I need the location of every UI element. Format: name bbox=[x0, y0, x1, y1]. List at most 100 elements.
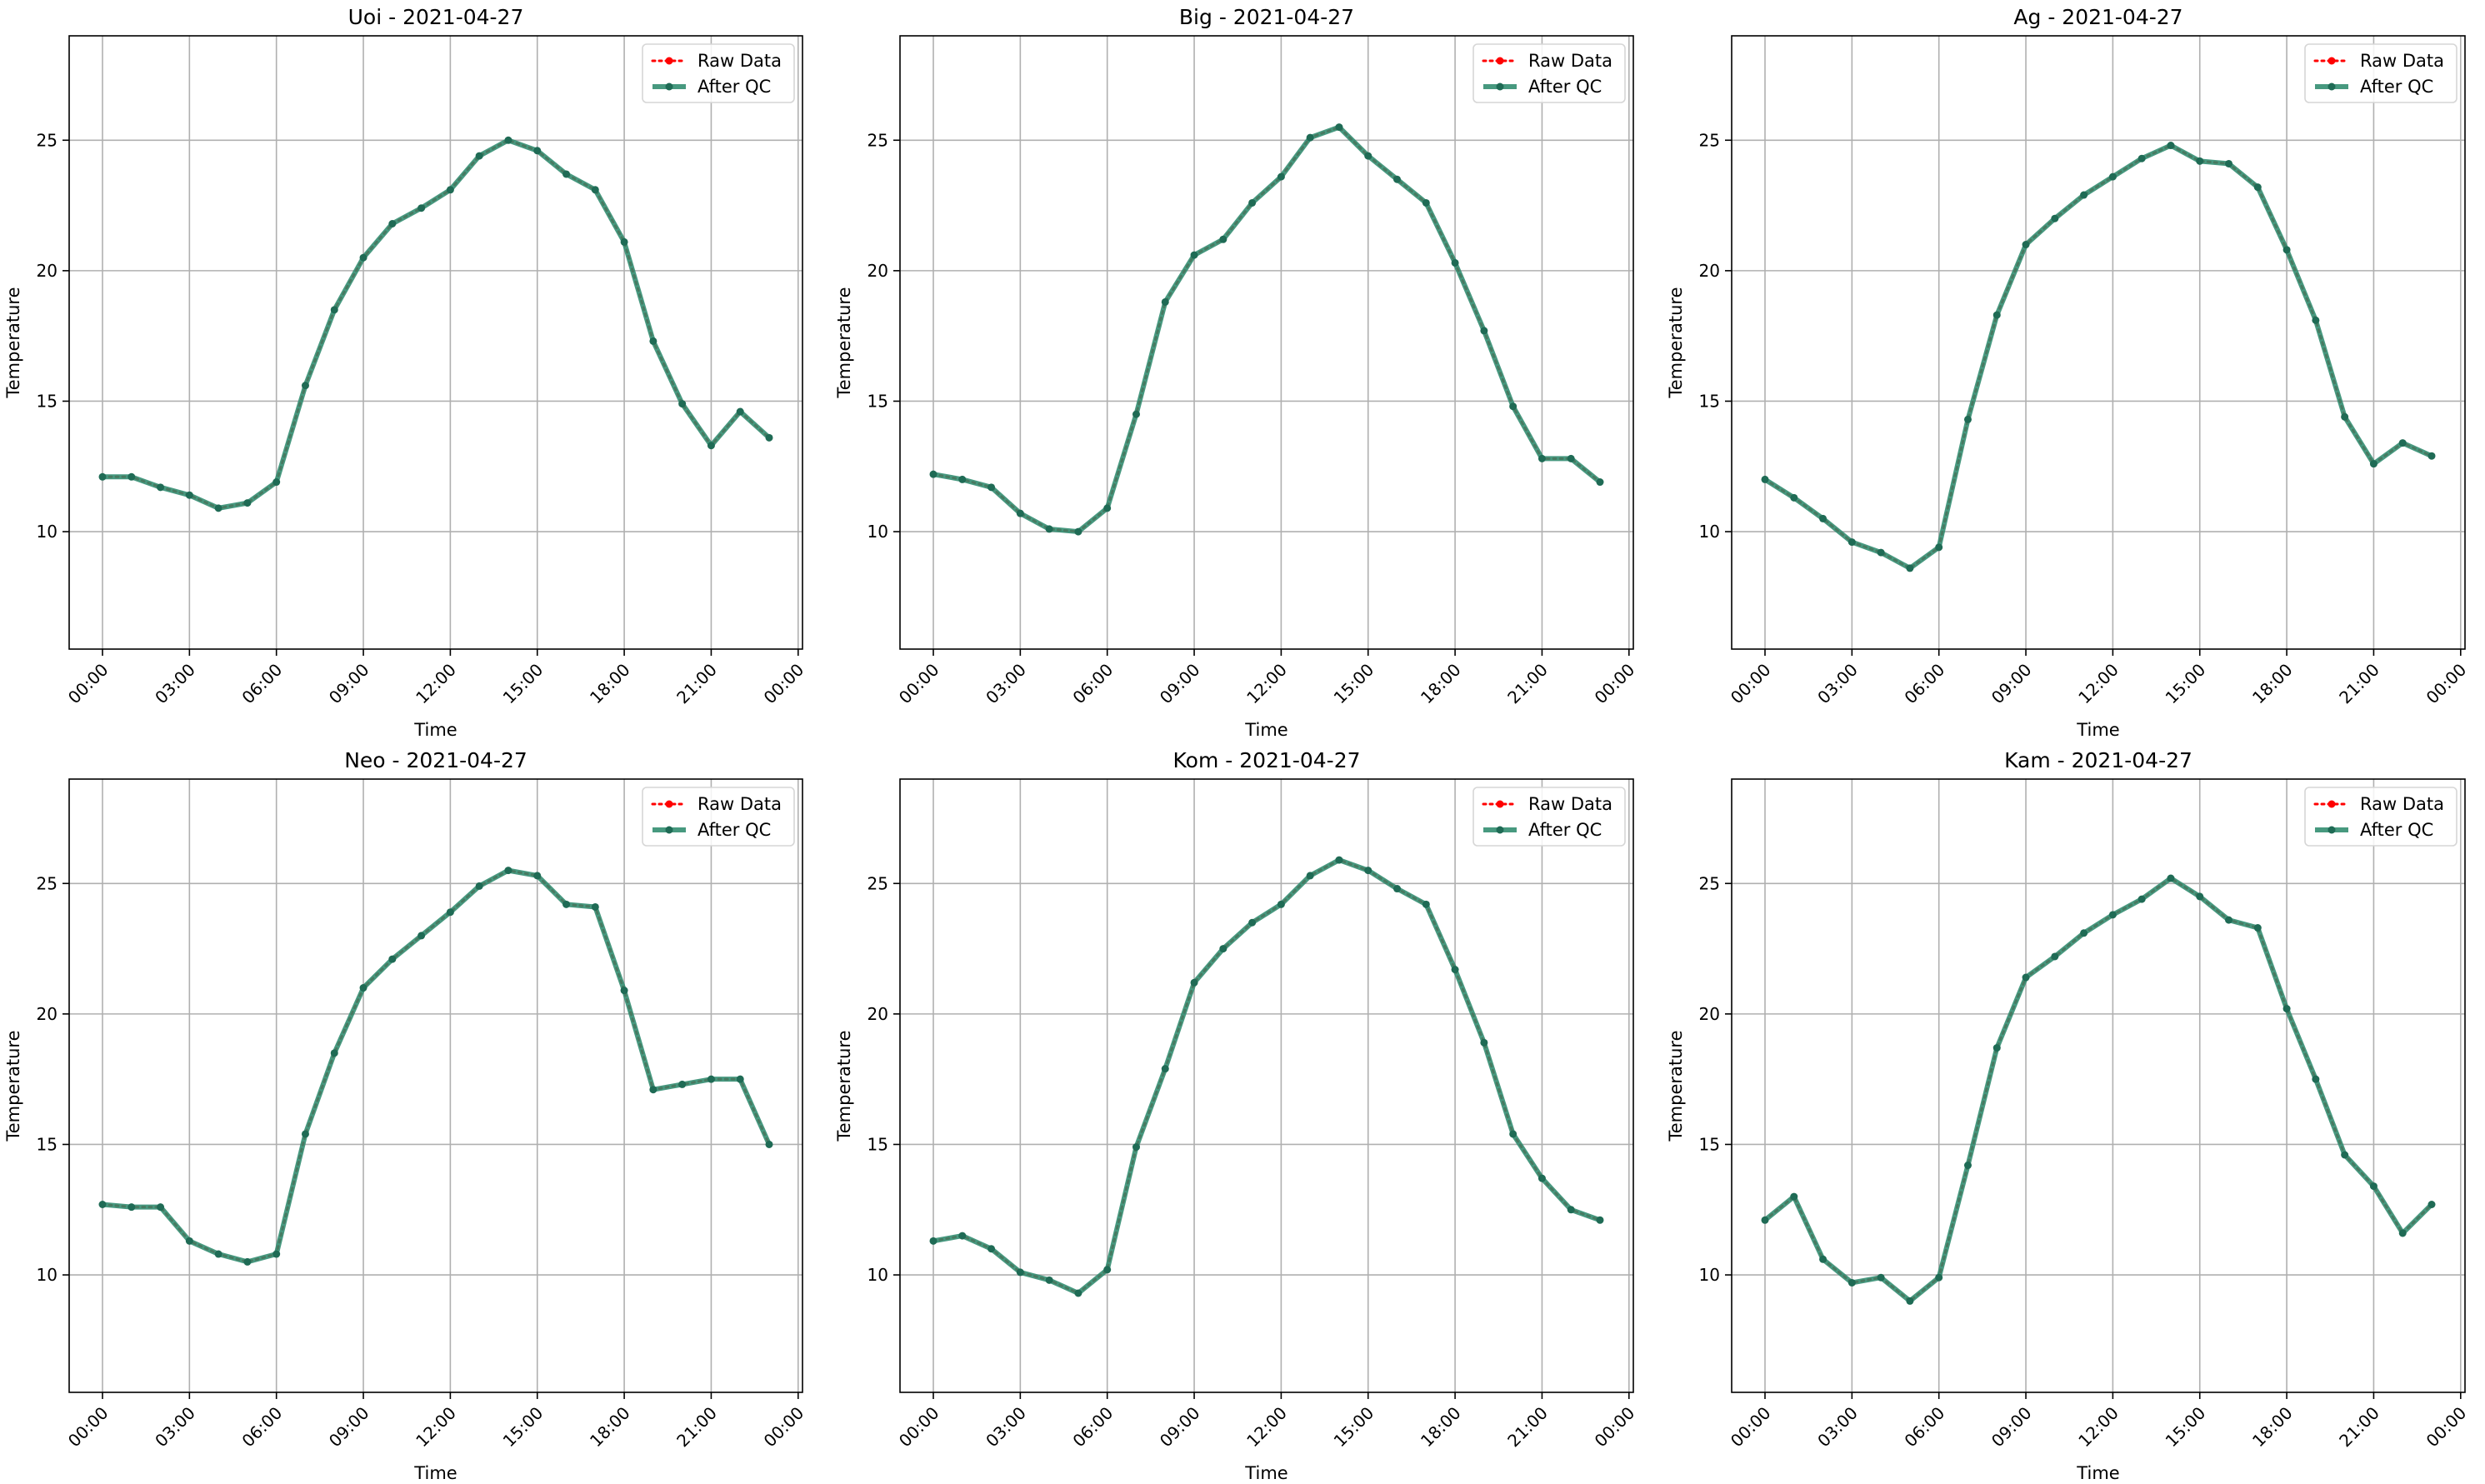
chart-title: Big - 2021-04-27 bbox=[1179, 5, 1354, 29]
chart-title: Kam - 2021-04-27 bbox=[2004, 748, 2192, 772]
after-qc-point bbox=[1761, 475, 1769, 483]
series-line-raw-data bbox=[932, 858, 1602, 1295]
after-qc-point bbox=[128, 1203, 136, 1212]
after-qc-point bbox=[2167, 142, 2175, 150]
x-tick-label: 21:00 bbox=[2335, 660, 2383, 708]
after-qc-point bbox=[243, 1257, 252, 1266]
after-qc-point bbox=[1790, 1192, 1798, 1201]
after-qc-point bbox=[1219, 945, 1228, 953]
y-tick-label: 20 bbox=[37, 261, 58, 281]
after-qc-point bbox=[958, 475, 967, 483]
after-qc-point bbox=[765, 1140, 773, 1148]
legend-raw-data-label: Raw Data bbox=[1528, 51, 1612, 71]
legend: Raw Data After QC bbox=[2304, 787, 2458, 847]
after-qc-point bbox=[1277, 172, 1285, 181]
after-qc-point bbox=[330, 1049, 338, 1057]
x-axis-label: Time bbox=[413, 1463, 457, 1483]
after-qc-point bbox=[707, 442, 715, 450]
after-qc-point bbox=[2051, 952, 2059, 961]
after-qc-point bbox=[418, 204, 426, 212]
after-qc-point bbox=[243, 499, 252, 507]
after-qc-point bbox=[330, 306, 338, 314]
after-qc-point bbox=[388, 219, 397, 227]
after-qc-point bbox=[1306, 133, 1314, 142]
after-qc-point bbox=[98, 472, 107, 481]
x-tick-label: 15:00 bbox=[499, 660, 548, 708]
after-qc-point bbox=[2428, 1201, 2436, 1209]
legend-raw-data-label: Raw Data bbox=[2360, 51, 2444, 71]
x-tick-label: 06:00 bbox=[1069, 1403, 1118, 1452]
after-qc-point bbox=[388, 955, 397, 963]
grid-lines bbox=[1732, 36, 2465, 649]
after-qc-point bbox=[1480, 327, 1488, 335]
after-qc-point bbox=[2196, 157, 2204, 165]
legend: Raw Data After QC bbox=[2304, 43, 2458, 103]
after-qc-point bbox=[1963, 415, 1972, 423]
legend: Raw Data After QC bbox=[642, 787, 795, 847]
after-qc-point bbox=[446, 908, 454, 917]
legend-after-qc-label: After QC bbox=[2360, 820, 2433, 840]
series-line-raw-data bbox=[1763, 143, 2433, 570]
after-qc-point bbox=[1132, 1143, 1140, 1152]
series-line-raw-data bbox=[101, 869, 771, 1263]
y-tick-label: 15 bbox=[1699, 1134, 1720, 1154]
after-qc-point bbox=[1509, 402, 1518, 411]
chart-title: Ag - 2021-04-27 bbox=[2013, 5, 2182, 29]
y-tick-label: 25 bbox=[1699, 130, 1720, 150]
x-tick-label: 00:00 bbox=[2422, 660, 2471, 708]
after-qc-point bbox=[562, 900, 571, 908]
x-tick-label: 06:00 bbox=[238, 1403, 287, 1452]
legend-after-qc-label: After QC bbox=[1528, 77, 1602, 97]
after-qc-point bbox=[678, 1080, 687, 1088]
y-tick-label: 20 bbox=[37, 1004, 58, 1024]
after-qc-point bbox=[1190, 978, 1198, 987]
after-qc-point bbox=[2253, 183, 2262, 192]
y-tick-label: 10 bbox=[37, 1265, 58, 1285]
after-qc-point bbox=[1848, 538, 1856, 547]
chart-panel-5: 00:00 03:00 06:00 09:00 12:00 15:00 18:00 21:00… bbox=[1666, 748, 2470, 1483]
x-tick-label: 03:00 bbox=[1813, 1403, 1862, 1452]
grid-lines bbox=[900, 36, 1633, 649]
after-qc-point bbox=[272, 478, 281, 487]
x-tick-label: 12:00 bbox=[1242, 660, 1291, 708]
series-line-after-qc bbox=[100, 137, 772, 511]
x-tick-label: 21:00 bbox=[1503, 660, 1552, 708]
after-qc-point bbox=[1016, 509, 1024, 517]
x-tick-label: 09:00 bbox=[1156, 1403, 1204, 1452]
grid-lines bbox=[1732, 779, 2465, 1392]
after-qc-point bbox=[2282, 246, 2291, 254]
x-axis-label: Time bbox=[1244, 720, 1288, 740]
after-qc-point bbox=[2398, 1229, 2407, 1237]
after-qc-point bbox=[1045, 1276, 1053, 1284]
axes-frame bbox=[1731, 35, 2466, 650]
after-qc-point bbox=[418, 932, 426, 940]
after-qc-point bbox=[1877, 548, 1885, 557]
x-tick-label: 00:00 bbox=[895, 660, 943, 708]
series-line-raw-data bbox=[101, 138, 771, 510]
after-qc-point bbox=[2051, 214, 2059, 222]
chart-panel-4: 00:00 03:00 06:00 09:00 12:00 15:00 18:00 21:00… bbox=[834, 748, 1638, 1483]
after-qc-point bbox=[1877, 1273, 1885, 1282]
after-qc-point bbox=[2022, 973, 2030, 982]
after-qc-point bbox=[1819, 1255, 1828, 1263]
x-tick-label: 00:00 bbox=[1591, 1403, 1639, 1452]
x-tick-label: 03:00 bbox=[151, 1403, 199, 1452]
after-qc-point bbox=[1161, 1065, 1169, 1073]
y-tick-label: 25 bbox=[37, 873, 58, 893]
after-qc-point bbox=[446, 186, 454, 194]
legend-after-qc-label: After QC bbox=[2360, 77, 2433, 97]
grid-lines bbox=[69, 36, 802, 649]
x-tick-label: 15:00 bbox=[2162, 660, 2210, 708]
x-tick-label: 06:00 bbox=[1901, 660, 1949, 708]
after-qc-point bbox=[2253, 924, 2262, 932]
after-qc-point bbox=[1335, 856, 1343, 864]
y-axis-label: Temperature bbox=[3, 1030, 23, 1142]
y-tick-label: 10 bbox=[1699, 522, 1720, 542]
after-qc-point bbox=[1103, 504, 1112, 512]
after-qc-point bbox=[988, 1245, 996, 1253]
after-qc-point bbox=[1248, 918, 1257, 927]
after-qc-point bbox=[2167, 874, 2175, 882]
after-qc-point bbox=[2108, 172, 2117, 181]
y-tick-label: 15 bbox=[1699, 391, 1720, 411]
after-qc-point bbox=[736, 407, 744, 416]
